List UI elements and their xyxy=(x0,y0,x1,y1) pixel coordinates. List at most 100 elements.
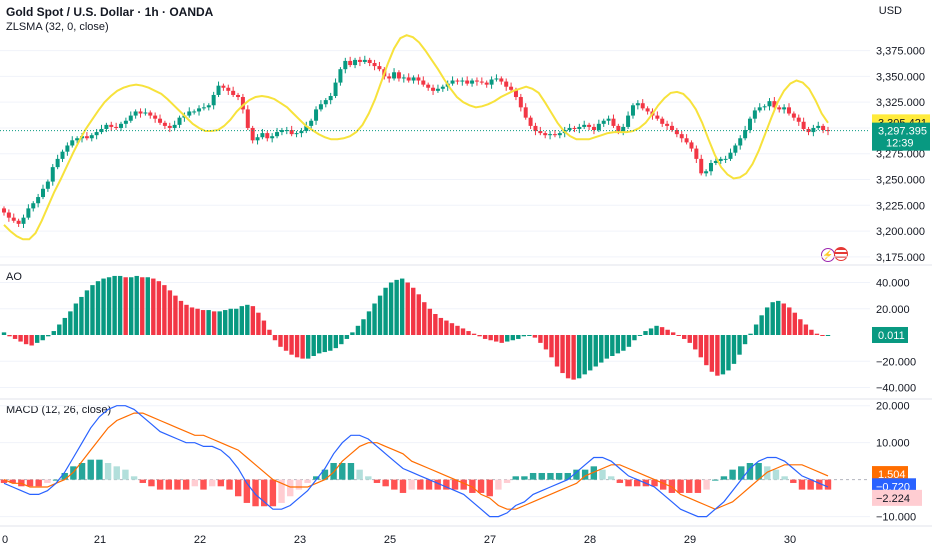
ao-bar xyxy=(582,335,587,375)
candle xyxy=(406,77,411,81)
ao-bar xyxy=(449,323,455,335)
macd-histogram-bar xyxy=(356,469,363,480)
ao-bar xyxy=(333,335,339,349)
ao-bar xyxy=(610,335,615,356)
ao-bar xyxy=(825,335,831,336)
macd-histogram-bar xyxy=(417,479,424,490)
macd-histogram-bar xyxy=(607,476,615,480)
macd-histogram-bar xyxy=(347,463,355,480)
candle xyxy=(684,138,689,143)
ao-bar xyxy=(361,319,366,335)
ao-bar xyxy=(366,311,372,335)
candle xyxy=(362,59,367,62)
macd-histogram-bar xyxy=(408,479,415,490)
price-tick: 3,200.000 xyxy=(876,226,925,238)
candle xyxy=(50,167,55,182)
candle xyxy=(772,101,777,108)
candle xyxy=(255,137,260,141)
candle xyxy=(533,125,538,132)
candle xyxy=(348,60,353,66)
candle xyxy=(65,145,70,152)
ao-bar xyxy=(68,311,73,335)
ao-bar xyxy=(737,335,742,355)
macd-histogram-bar xyxy=(321,469,329,480)
ao-bar xyxy=(488,335,493,341)
candle xyxy=(60,151,65,159)
candle xyxy=(158,118,163,123)
lightning-icon[interactable]: ⚡ xyxy=(821,248,835,262)
zlsma-legend[interactable]: ZLSMA (32, 0, close) xyxy=(6,21,109,33)
ao-bar xyxy=(753,324,759,335)
macd-histogram-bar xyxy=(712,479,719,481)
ao-bar xyxy=(659,327,665,335)
macd-histogram-bar xyxy=(443,479,450,490)
macd-histogram-bar xyxy=(78,463,86,480)
candle xyxy=(747,118,752,131)
candle xyxy=(504,81,509,87)
macd-histogram-bar xyxy=(295,479,303,490)
macd-histogram-bar xyxy=(122,469,129,480)
macd-tick: −10.000 xyxy=(876,512,916,524)
ao-bar xyxy=(648,328,654,335)
candle xyxy=(416,77,421,81)
candle xyxy=(479,81,484,83)
macd-histogram-bar xyxy=(434,479,441,490)
ao-bar xyxy=(809,329,814,335)
candle xyxy=(626,115,631,127)
candle xyxy=(201,107,206,109)
ao-bar xyxy=(234,308,239,335)
currency-label[interactable]: USD xyxy=(878,5,902,17)
ao-bar xyxy=(34,335,40,343)
ao-bar xyxy=(344,335,350,339)
ao-bar xyxy=(23,335,29,345)
candle xyxy=(767,101,772,107)
macd-histogram-bar xyxy=(425,479,433,490)
x-axis-tick: 0 xyxy=(2,534,8,546)
ao-bar xyxy=(128,277,134,335)
ao-bar xyxy=(455,325,460,335)
macd-histogram-bar xyxy=(807,479,814,490)
macd-histogram-bar xyxy=(824,479,832,490)
ao-bar xyxy=(493,335,499,342)
ao-bar xyxy=(676,335,681,336)
candle xyxy=(738,138,743,146)
ao-bar xyxy=(350,332,355,335)
candle xyxy=(665,123,670,126)
ao-bar xyxy=(211,311,217,335)
candle xyxy=(655,115,660,119)
candle xyxy=(616,125,621,132)
ao-bar xyxy=(466,331,471,335)
ao-bar xyxy=(576,335,582,379)
candle xyxy=(104,124,109,129)
macd-histogram-bar xyxy=(226,479,233,490)
ao-bar xyxy=(731,335,737,364)
hist-value-badge xyxy=(872,489,922,506)
ao-bar xyxy=(499,335,504,343)
candle xyxy=(816,125,821,128)
price-tick: 3,375.000 xyxy=(876,46,925,58)
ao-bar xyxy=(416,294,421,335)
candle xyxy=(596,123,601,131)
ao-bar xyxy=(471,333,477,335)
zlsma-line xyxy=(3,34,829,241)
ao-bar xyxy=(305,335,311,359)
ao-bar xyxy=(328,335,333,351)
candle xyxy=(265,133,270,139)
ao-bar xyxy=(588,335,593,371)
ao-bar xyxy=(256,312,261,335)
ao-bar xyxy=(101,278,106,335)
macd-histogram-bar xyxy=(616,479,624,483)
hist-value-label: −2.224 xyxy=(876,493,910,505)
ao-bar xyxy=(482,335,488,339)
candle xyxy=(99,128,104,133)
ao-bar xyxy=(742,335,748,345)
candle xyxy=(392,72,397,79)
ao-bar xyxy=(770,302,775,335)
macd-pane-title[interactable]: MACD (12, 26, close) xyxy=(6,404,112,416)
us-flag-icon[interactable] xyxy=(834,247,848,261)
ao-bar xyxy=(604,335,609,359)
ao-bar xyxy=(79,296,84,335)
candle xyxy=(162,122,167,126)
ao-pane-title[interactable]: AO xyxy=(6,271,22,283)
